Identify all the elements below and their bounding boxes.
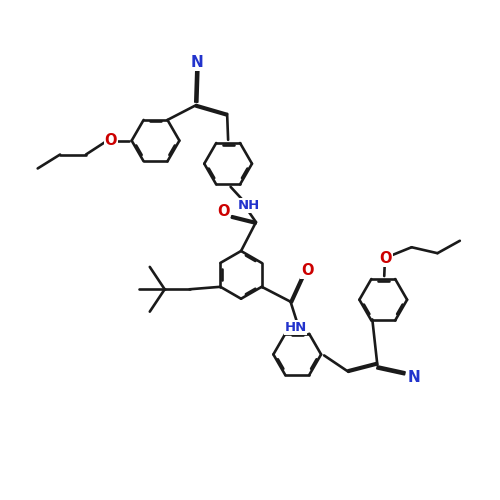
Text: NH: NH [238,198,260,212]
Text: O: O [217,204,230,218]
Text: HN: HN [284,321,306,334]
Text: O: O [301,264,314,278]
Text: N: N [191,56,203,70]
Text: N: N [407,370,420,385]
Text: O: O [380,250,392,266]
Text: O: O [104,133,117,148]
